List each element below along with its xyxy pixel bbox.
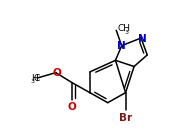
Text: N: N bbox=[138, 34, 147, 44]
Text: C: C bbox=[33, 74, 40, 82]
Text: 3: 3 bbox=[124, 30, 128, 35]
Text: O: O bbox=[68, 102, 76, 112]
Text: H: H bbox=[31, 74, 38, 82]
Text: Br: Br bbox=[119, 113, 132, 123]
Text: CH: CH bbox=[118, 24, 131, 33]
Text: N: N bbox=[116, 42, 125, 52]
Text: O: O bbox=[52, 68, 61, 78]
Text: 3: 3 bbox=[31, 79, 34, 84]
